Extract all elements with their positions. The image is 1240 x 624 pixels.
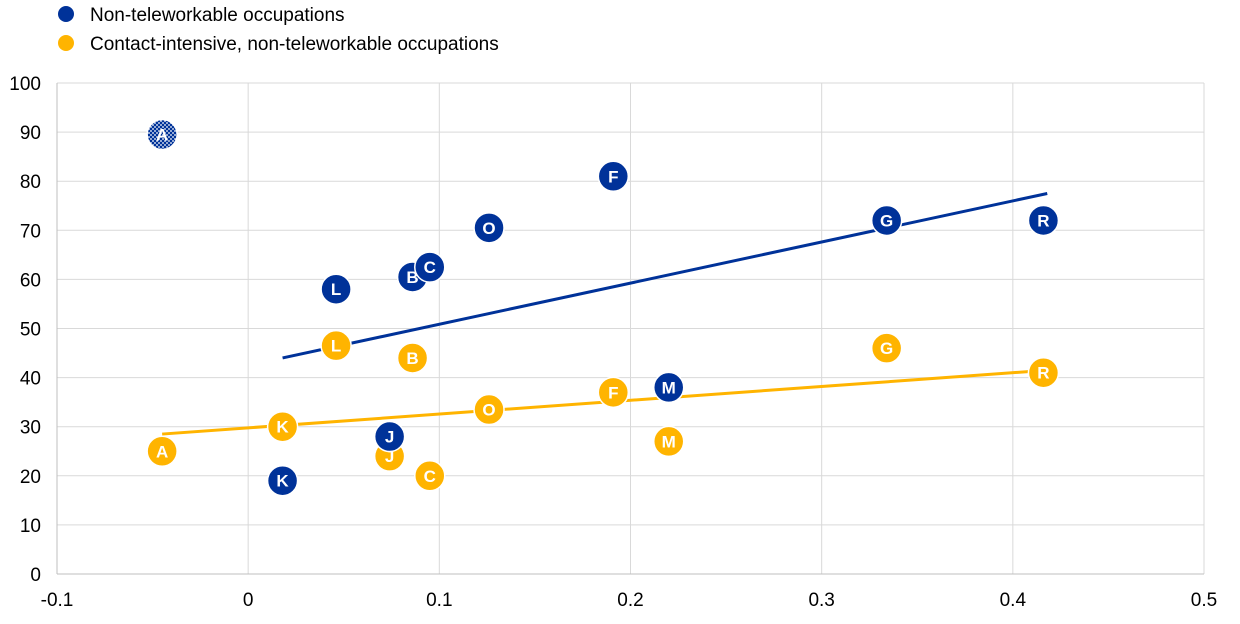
point-label: A xyxy=(156,442,168,461)
y-tick-label: 10 xyxy=(20,516,41,537)
point-marker xyxy=(414,460,446,492)
point-label: F xyxy=(608,167,618,186)
y-tick-label: 0 xyxy=(30,565,41,586)
point-label: K xyxy=(276,472,289,491)
point-label: M xyxy=(662,432,676,451)
point-label: M xyxy=(662,378,676,397)
point-marker xyxy=(320,329,352,362)
x-tick-label: 0.3 xyxy=(808,590,834,611)
point-label: K xyxy=(276,418,289,437)
point-marker xyxy=(320,273,352,305)
point-marker xyxy=(597,376,630,409)
point-marker xyxy=(1027,204,1060,237)
grid-lines xyxy=(57,82,1205,574)
y-tick-label: 90 xyxy=(20,123,41,144)
point-marker xyxy=(146,435,178,467)
chart-legend: Non-teleworkable occupations Contact-int… xyxy=(58,5,499,55)
point-marker xyxy=(597,160,630,193)
x-tick-label: 0 xyxy=(243,590,254,611)
y-tick-label: 70 xyxy=(20,221,41,242)
y-tick-label: 80 xyxy=(20,172,41,193)
data-point-series-1-K: K xyxy=(266,464,299,497)
data-point-series-2-A: A xyxy=(146,435,178,467)
point-marker xyxy=(1027,356,1060,389)
point-label: G xyxy=(880,339,893,358)
y-tick-label: 40 xyxy=(20,369,41,390)
point-label: R xyxy=(1037,364,1049,383)
data-point-series-2-G: G xyxy=(870,332,903,364)
point-label: J xyxy=(385,447,394,466)
point-marker xyxy=(414,251,446,283)
point-marker xyxy=(266,464,299,497)
point-label: O xyxy=(482,401,495,420)
point-marker xyxy=(473,212,505,244)
data-point-series-2-F: F xyxy=(597,376,630,409)
legend-label-series-2: Contact-intensive, non-teleworkable occu… xyxy=(90,34,499,55)
y-tick-label: 100 xyxy=(9,74,41,95)
point-marker xyxy=(396,342,429,374)
point-marker xyxy=(870,332,903,364)
point-marker xyxy=(266,410,299,443)
data-point-series-2-K: K xyxy=(266,410,299,443)
point-label: A xyxy=(156,126,168,145)
data-point-series-2-O: O xyxy=(473,393,505,426)
point-label: C xyxy=(424,467,436,486)
y-tick-label: 50 xyxy=(20,320,41,341)
point-label: C xyxy=(424,258,436,277)
x-tick-label: 0.1 xyxy=(426,590,452,611)
point-label: L xyxy=(331,280,341,299)
point-label: R xyxy=(1037,211,1049,230)
legend-label-series-1: Non-teleworkable occupations xyxy=(90,5,345,26)
data-point-series-2-C: C xyxy=(414,460,446,492)
x-tick-label: 0.4 xyxy=(1000,590,1027,611)
point-marker xyxy=(373,420,406,453)
data-point-series-1-C: C xyxy=(414,251,446,283)
point-marker xyxy=(652,425,685,458)
data-point-series-2-B: B xyxy=(396,342,429,374)
y-tick-label: 60 xyxy=(20,270,41,291)
data-point-series-1-L: L xyxy=(320,273,352,305)
point-label: G xyxy=(880,211,893,230)
point-marker xyxy=(652,371,685,404)
x-tick-label: -0.1 xyxy=(41,590,74,611)
y-tick-label: 20 xyxy=(20,467,41,488)
legend-marker-series-1 xyxy=(58,6,74,22)
point-label: O xyxy=(482,219,495,238)
point-marker xyxy=(146,118,178,151)
data-point-series-1-G: G xyxy=(870,204,903,237)
data-point-series-2-L: L xyxy=(320,329,352,362)
x-tick-label: 0.5 xyxy=(1191,590,1217,611)
x-tick-label: 0.2 xyxy=(617,590,643,611)
point-label: L xyxy=(331,337,341,356)
data-point-series-1-F: F xyxy=(597,160,630,193)
data-point-series-1-O: O xyxy=(473,212,505,244)
data-point-series-1-R: R xyxy=(1027,204,1060,237)
legend-item-series-1: Non-teleworkable occupations xyxy=(58,5,345,26)
data-point-series-1-J: J xyxy=(373,420,406,453)
point-label: B xyxy=(406,349,418,368)
y-tick-label: 30 xyxy=(20,418,41,439)
legend-item-series-2: Contact-intensive, non-teleworkable occu… xyxy=(58,34,499,55)
data-point-series-1-A: A xyxy=(146,118,178,151)
trendline-series-1 xyxy=(282,192,1048,360)
data-point-series-2-M: M xyxy=(652,425,685,458)
point-marker xyxy=(870,204,903,237)
data-point-series-2-R: R xyxy=(1027,356,1060,389)
point-label: F xyxy=(608,383,618,402)
legend-marker-series-2 xyxy=(58,35,74,51)
data-point-series-1-M: M xyxy=(652,371,685,404)
point-label: J xyxy=(385,428,394,447)
point-marker xyxy=(473,393,505,426)
